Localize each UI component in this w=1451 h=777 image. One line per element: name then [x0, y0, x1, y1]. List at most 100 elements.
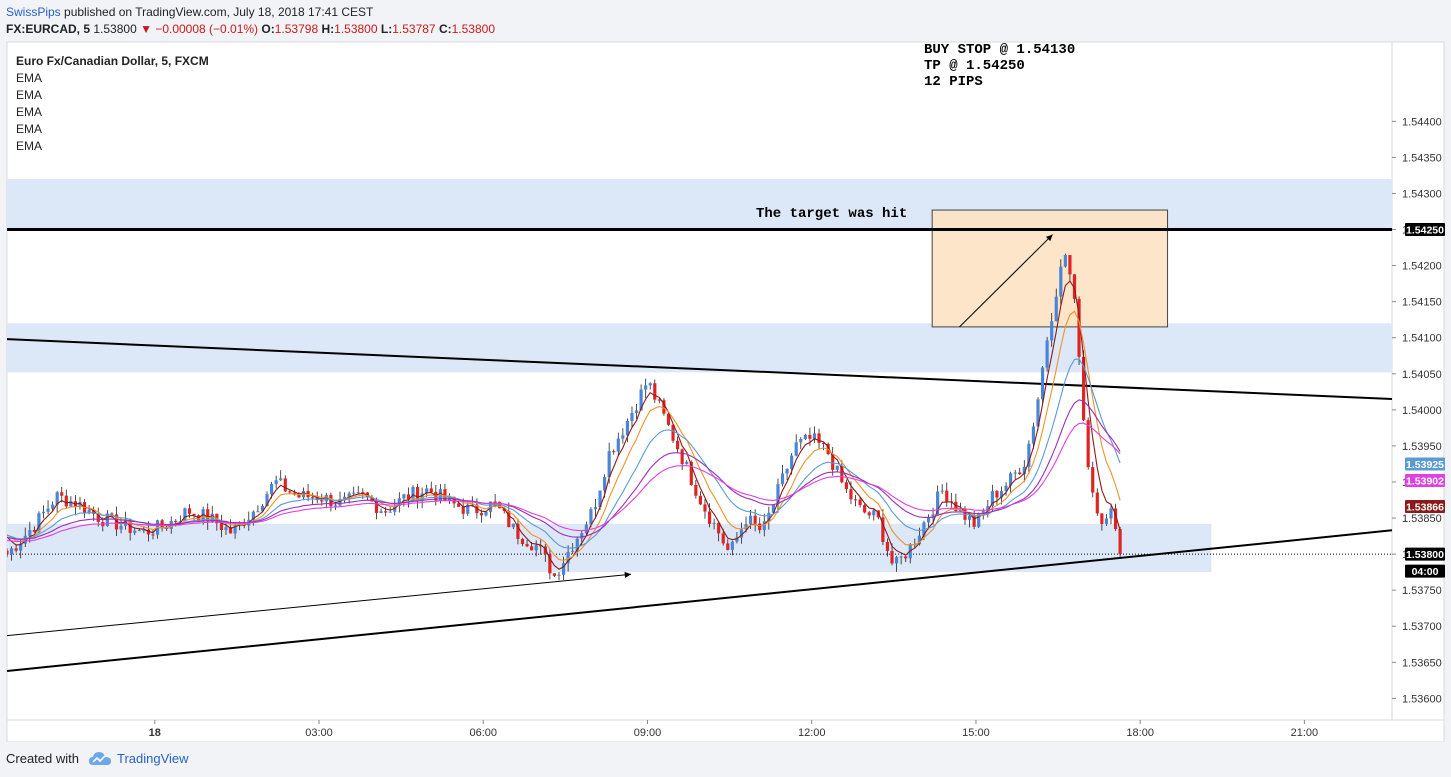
candle-up: [46, 508, 50, 512]
candle-up: [28, 529, 32, 536]
author-link[interactable]: SwissPips: [6, 5, 61, 19]
price-tag: [1405, 223, 1445, 237]
candle-down: [662, 400, 666, 414]
candle-down: [443, 489, 447, 501]
legend-ema-2[interactable]: EMA: [16, 88, 43, 102]
candle-down: [703, 504, 707, 512]
candle-down: [493, 501, 497, 503]
high-value: 1.53800: [334, 22, 378, 36]
created-with-text: Created with: [6, 751, 79, 766]
tradingview-cloud-icon[interactable]: [88, 750, 112, 768]
ema-line: [7, 422, 1121, 543]
candle-up: [78, 502, 82, 507]
candle-down: [698, 495, 703, 505]
candle-up: [685, 461, 689, 465]
candle-down: [867, 512, 871, 516]
candle-down: [881, 517, 885, 542]
price-tag-label: 1.53925: [1406, 459, 1444, 471]
candle-up: [894, 557, 899, 564]
candle-down: [14, 548, 18, 551]
candle-down: [311, 497, 315, 499]
candle-up: [566, 551, 570, 564]
candle-up: [990, 491, 994, 507]
tradingview-brand-link[interactable]: TradingView: [117, 751, 189, 766]
candle-down: [863, 505, 867, 513]
y-tick-label: 1.53650: [1402, 657, 1442, 669]
candle-down: [707, 511, 712, 524]
candle-down: [890, 550, 894, 564]
candle-down: [320, 500, 324, 502]
y-tick-label: 1.54000: [1402, 405, 1442, 417]
candle-up: [1036, 399, 1040, 427]
candle-up: [967, 515, 972, 520]
candle-down: [187, 508, 192, 514]
ema-line: [7, 310, 1121, 561]
candle-up: [397, 498, 401, 506]
candle-up: [1009, 473, 1013, 486]
price-tag: [1405, 547, 1445, 561]
candle-up: [639, 389, 643, 411]
candle-up: [580, 533, 584, 539]
y-tick-label: 1.53850: [1402, 513, 1442, 525]
candle-up: [762, 521, 766, 531]
candle-up: [771, 504, 775, 513]
candle-down: [370, 497, 374, 502]
candle-up: [342, 496, 347, 500]
candle-up: [1045, 340, 1049, 368]
candle-down: [60, 492, 64, 496]
candle-up: [379, 511, 383, 513]
candle-up: [917, 535, 921, 545]
price-tag: [1405, 500, 1445, 514]
trendline: [7, 338, 1392, 401]
candle-down: [92, 509, 96, 515]
candle-up: [324, 494, 328, 502]
candle-up: [981, 510, 985, 514]
candle-down: [1072, 274, 1077, 299]
y-tick-label: 1.54200: [1402, 261, 1442, 273]
y-tick-label: 1.53750: [1402, 585, 1442, 597]
candle-down: [676, 440, 680, 450]
open-label: O:: [261, 22, 275, 36]
candle-up: [780, 473, 785, 485]
candle-up: [799, 438, 803, 443]
candle-up: [1054, 296, 1058, 322]
candle-down: [1077, 298, 1081, 357]
candle-down: [840, 465, 844, 483]
candle-up: [616, 438, 620, 452]
y-tick-label: 1.54350: [1402, 152, 1442, 164]
x-tick-label: 03:00: [305, 727, 333, 739]
candle-up: [269, 483, 274, 495]
candle-up: [1022, 466, 1026, 475]
legend-ema-5[interactable]: EMA: [16, 139, 43, 153]
candle-down: [853, 499, 858, 501]
candle-down: [1091, 467, 1095, 493]
candle-up: [735, 537, 739, 542]
support-resistance-zone: [7, 179, 1392, 230]
candle-down: [995, 491, 999, 498]
candle-up: [1040, 367, 1045, 400]
candle-up: [411, 487, 415, 500]
candle-down: [1086, 420, 1090, 468]
y-tick-label: 1.54100: [1402, 333, 1442, 345]
candle-down: [361, 492, 365, 494]
candle-up: [37, 513, 41, 532]
candle-up: [137, 530, 141, 532]
candle-down: [151, 534, 155, 536]
candle-up: [183, 508, 187, 522]
price-tag-label: 1.53902: [1406, 476, 1444, 488]
price-tag: [1405, 457, 1445, 471]
candle-up: [233, 524, 237, 534]
candle-down: [1082, 356, 1086, 421]
legend-ema-4[interactable]: EMA: [16, 122, 43, 136]
candle-down: [1018, 472, 1022, 475]
candle-up: [1109, 508, 1113, 519]
legend-ema-1[interactable]: EMA: [16, 71, 43, 85]
target-arrowhead: [1045, 234, 1053, 242]
candle-up: [1031, 426, 1036, 444]
candle-down: [228, 527, 233, 534]
candle-up: [557, 574, 561, 576]
legend-ema-3[interactable]: EMA: [16, 105, 43, 119]
publish-line: SwissPips published on TradingView.com, …: [6, 5, 373, 19]
x-tick-label: 18: [149, 727, 161, 739]
